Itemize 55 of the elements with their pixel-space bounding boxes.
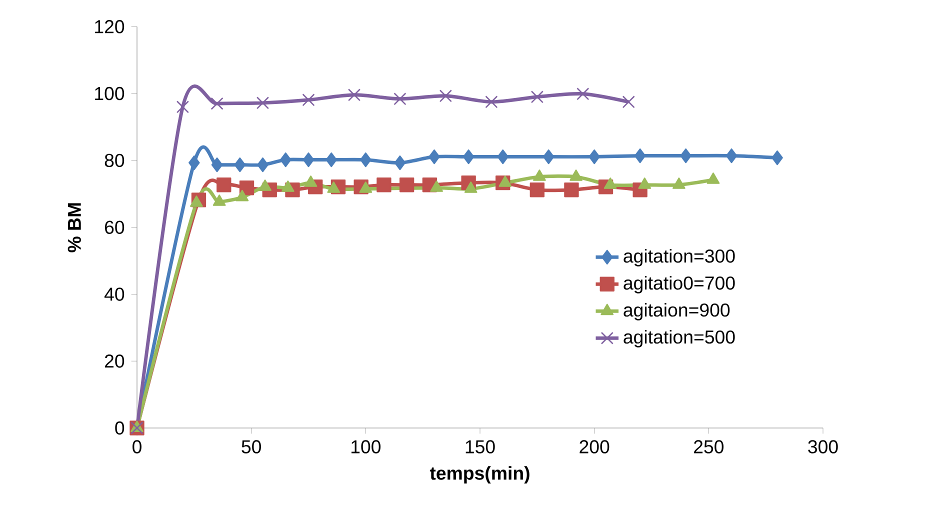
legend-label: agitatio0=700 (624, 276, 735, 294)
point (176, 100, 190, 114)
point (680, 148, 692, 164)
point (772, 150, 783, 166)
y-tick-label: 40 (104, 288, 124, 301)
x-tick-label: 100 (352, 440, 381, 454)
point (234, 157, 246, 172)
x-tick-label: 200 (580, 440, 610, 454)
legend-label: agitaion=900 (624, 302, 730, 320)
legend-label: agitation=300 (624, 248, 735, 266)
point (622, 96, 635, 108)
point (439, 90, 452, 102)
y-tick-label: 20 (105, 354, 124, 368)
y-tick-label: 120 (95, 20, 124, 34)
y-tick-label: 80 (104, 154, 124, 168)
y-axis-title: % BM (68, 203, 81, 252)
point (210, 97, 224, 110)
point (211, 157, 223, 172)
point (634, 148, 646, 164)
point (239, 180, 254, 196)
point (394, 155, 406, 170)
point (576, 88, 590, 100)
point (497, 149, 509, 164)
point (302, 152, 314, 168)
point (302, 94, 315, 106)
x-tick-label: 300 (808, 440, 838, 454)
point (188, 155, 200, 170)
x-tick-label: 250 (694, 440, 724, 454)
point (428, 149, 440, 164)
point (257, 157, 268, 172)
y-tick-label: 60 (105, 220, 124, 234)
point (280, 152, 292, 168)
point (376, 178, 392, 192)
point (726, 148, 738, 164)
x-tick-label: 0 (132, 440, 142, 454)
x-tick-label: 50 (242, 440, 261, 454)
point (216, 178, 232, 192)
point (542, 149, 554, 164)
point (564, 182, 579, 198)
point (462, 149, 474, 164)
point (399, 178, 414, 192)
point (360, 152, 372, 168)
x-axis-title: temps(min) (430, 466, 530, 484)
point (485, 96, 498, 108)
point (256, 96, 270, 110)
point (348, 88, 361, 102)
point (394, 92, 406, 106)
legend-label: agitation=500 (624, 330, 735, 348)
y-tick-label: 0 (115, 421, 124, 435)
point (326, 152, 338, 168)
y-tick-label: 100 (95, 86, 124, 100)
point (530, 182, 545, 198)
x-tick-label: 150 (466, 440, 495, 454)
point (588, 149, 600, 164)
point (530, 90, 544, 104)
